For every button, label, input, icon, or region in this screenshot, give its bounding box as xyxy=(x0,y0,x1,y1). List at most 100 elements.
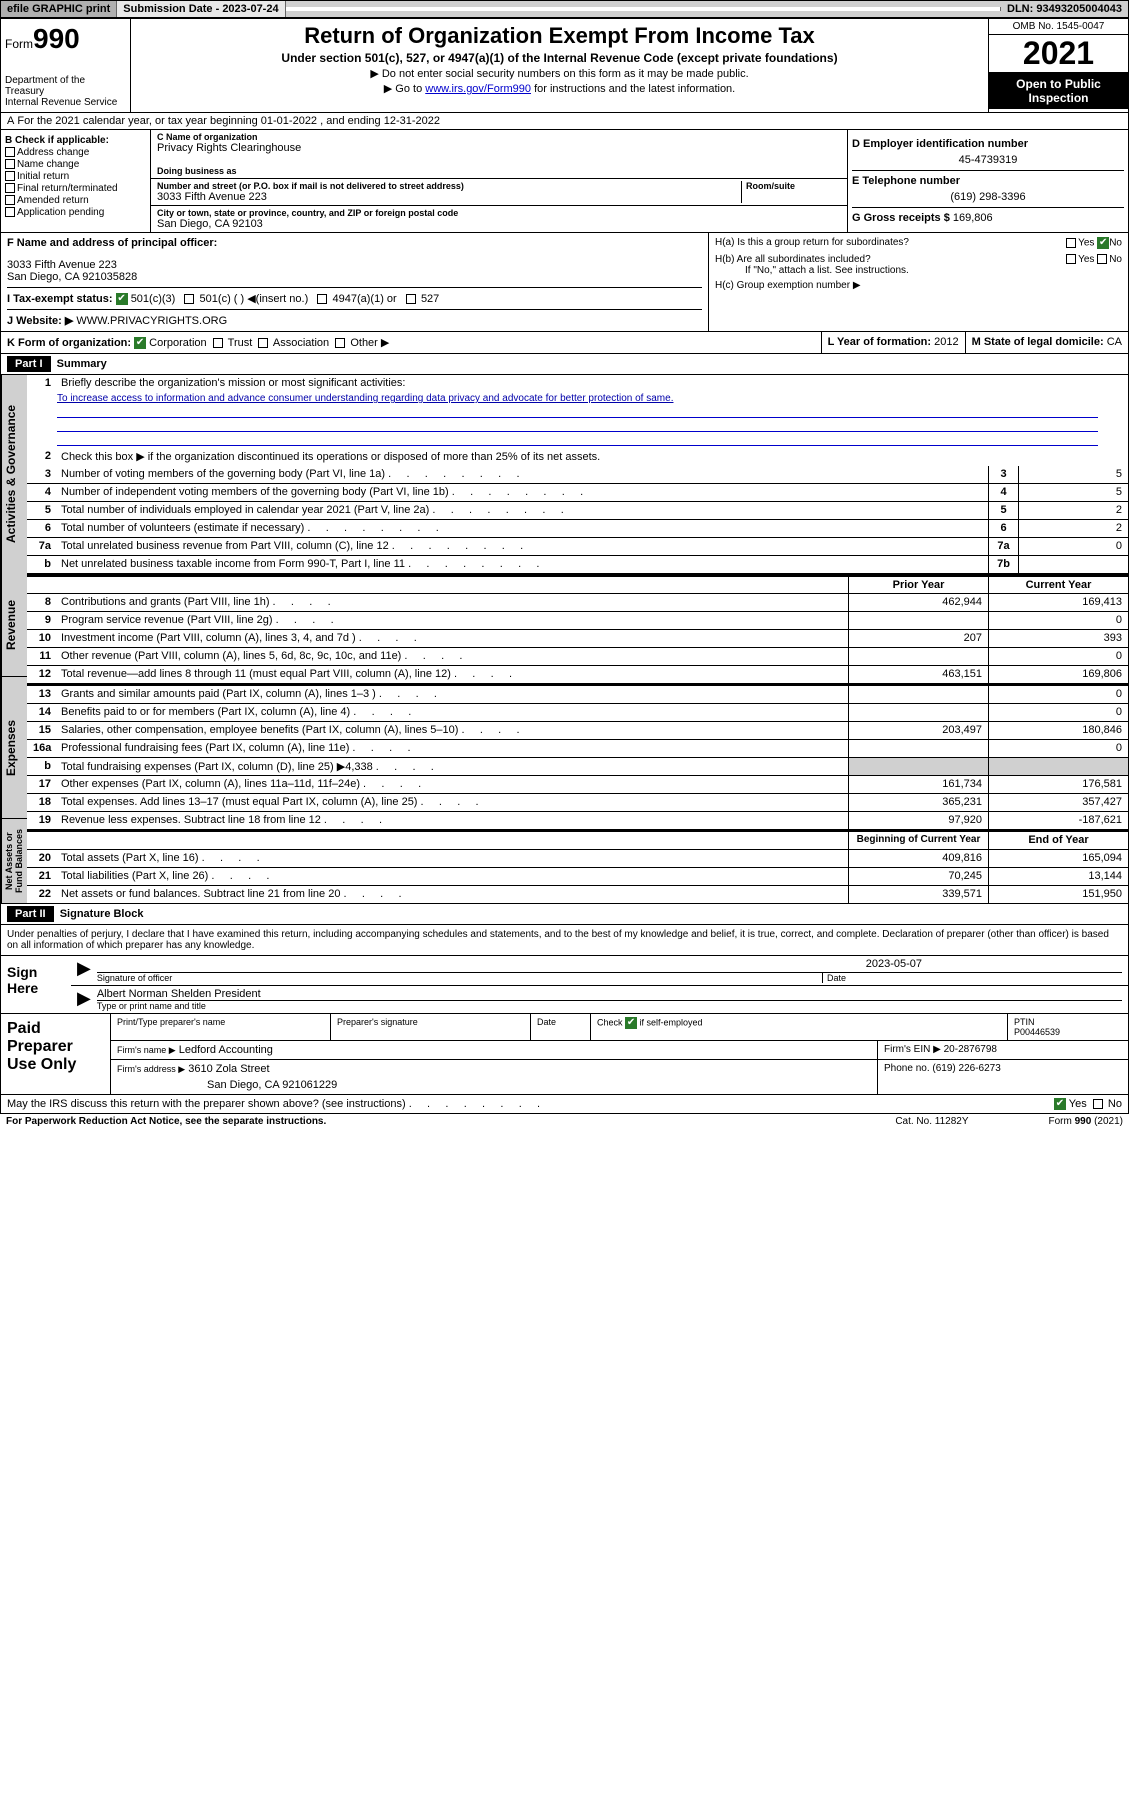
dba-label: Doing business as xyxy=(157,166,841,176)
col-beginning: Beginning of Current Year xyxy=(848,832,988,849)
gross-value: 169,806 xyxy=(953,212,993,224)
governance-section: 1 Briefly describe the organization's mi… xyxy=(27,375,1128,576)
q1-mission-label: Briefly describe the organization's miss… xyxy=(57,375,1128,393)
ein-value: 45-4739319 xyxy=(852,154,1124,166)
summary-row: 9 Program service revenue (Part VIII, li… xyxy=(27,612,1128,630)
address-label: Number and street (or P.O. box if mail i… xyxy=(157,181,741,191)
submission-date-spacer xyxy=(286,7,1001,11)
form-title: Return of Organization Exempt From Incom… xyxy=(135,23,984,49)
row-i-tax-exempt: I Tax-exempt status: ✔ 501(c)(3) 501(c) … xyxy=(7,287,702,305)
summary-row: 7a Total unrelated business revenue from… xyxy=(27,538,1128,556)
chk-corporation[interactable]: ✔ xyxy=(134,337,146,349)
row-m-state: M State of legal domicile: CA xyxy=(965,332,1128,353)
dln-label: DLN: 93493205004043 xyxy=(1001,1,1128,17)
sign-here-row: Sign Here ▶ 2023-05-07 Signature of offi… xyxy=(1,955,1128,1013)
vert-revenue: Revenue xyxy=(1,573,27,677)
summary-row: 8 Contributions and grants (Part VIII, l… xyxy=(27,594,1128,612)
officer-addr2: San Diego, CA 921035828 xyxy=(7,271,702,283)
summary-row: 5 Total number of individuals employed i… xyxy=(27,502,1128,520)
dept-label: Department of the Treasury Internal Reve… xyxy=(5,75,126,108)
summary-row: 11 Other revenue (Part VIII, column (A),… xyxy=(27,648,1128,666)
form-note-1: ▶ Do not enter social security numbers o… xyxy=(135,67,984,80)
row-k-form-org: K Form of organization: ✔ Corporation Tr… xyxy=(1,332,821,353)
omb-number: OMB No. 1545-0047 xyxy=(989,19,1128,35)
part-1-body: Activities & Governance Revenue Expenses… xyxy=(1,375,1128,904)
form-note-2: ▶ Go to www.irs.gov/Form990 for instruct… xyxy=(135,82,984,95)
chk-may-irs-yes[interactable]: ✔ xyxy=(1054,1098,1066,1110)
ptin-cell: PTINP00446539 xyxy=(1008,1014,1128,1040)
officer-name-value: Albert Norman Shelden President xyxy=(97,988,1122,1000)
efile-button[interactable]: efile GRAPHIC print xyxy=(1,1,117,17)
chk-501c3[interactable]: ✔ xyxy=(116,293,128,305)
officer-addr1: 3033 Fifth Avenue 223 xyxy=(7,259,702,271)
chk-address-change[interactable]: Address change xyxy=(5,147,146,158)
row-f-h: F Name and address of principal officer:… xyxy=(1,233,1128,332)
penalty-statement: Under penalties of perjury, I declare th… xyxy=(1,925,1128,955)
footer-row: For Paperwork Reduction Act Notice, see … xyxy=(0,1114,1129,1129)
city-value: San Diego, CA 92103 xyxy=(157,218,841,230)
chk-name-change[interactable]: Name change xyxy=(5,159,146,170)
chk-app-pending[interactable]: Application pending xyxy=(5,207,146,218)
sig-officer-label: Signature of officer xyxy=(97,973,822,983)
summary-row: 18 Total expenses. Add lines 13–17 (must… xyxy=(27,794,1128,812)
submission-date-label: Submission Date - 2023-07-24 xyxy=(117,1,285,17)
section-b-c-d: B Check if applicable: Address change Na… xyxy=(1,130,1128,233)
chk-initial-return[interactable]: Initial return xyxy=(5,171,146,182)
summary-row: 15 Salaries, other compensation, employe… xyxy=(27,722,1128,740)
column-b-checkboxes: B Check if applicable: Address change Na… xyxy=(1,130,151,232)
firm-ein-cell: Firm's EIN ▶ 20-2876798 xyxy=(878,1041,1128,1059)
summary-row: 4 Number of independent voting members o… xyxy=(27,484,1128,502)
top-bar: efile GRAPHIC print Submission Date - 20… xyxy=(0,0,1129,18)
part-2-header: Part II Signature Block xyxy=(1,904,1128,925)
summary-row: 17 Other expenses (Part IX, column (A), … xyxy=(27,776,1128,794)
col-prior-year: Prior Year xyxy=(848,577,988,593)
summary-row: 16a Professional fundraising fees (Part … xyxy=(27,740,1128,758)
column-c-org-info: C Name of organization Privacy Rights Cl… xyxy=(151,130,848,232)
vert-net-assets: Net Assets or Fund Balances xyxy=(1,819,27,904)
summary-row: 13 Grants and similar amounts paid (Part… xyxy=(27,686,1128,704)
vert-governance: Activities & Governance xyxy=(1,375,27,573)
form-subtitle: Under section 501(c), 527, or 4947(a)(1)… xyxy=(135,51,984,65)
sig-date-label: Date xyxy=(822,973,1122,983)
officer-type-label: Type or print name and title xyxy=(97,1000,1122,1011)
chk-amended-return[interactable]: Amended return xyxy=(5,195,146,206)
row-k-l-m: K Form of organization: ✔ Corporation Tr… xyxy=(1,332,1128,354)
hb-note: If "No," attach a list. See instructions… xyxy=(745,265,1122,276)
footer-form-ref: Form 990 (2021) xyxy=(1049,1116,1123,1127)
hc-group-exemption: H(c) Group exemption number ▶ xyxy=(715,280,1122,291)
irs-link[interactable]: www.irs.gov/Form990 xyxy=(425,83,531,95)
org-name-label: C Name of organization xyxy=(157,132,841,142)
expenses-section: 13 Grants and similar amounts paid (Part… xyxy=(27,686,1128,832)
sig-arrow-icon-2: ▶ xyxy=(77,988,91,1011)
summary-row: 21 Total liabilities (Part X, line 26) 7… xyxy=(27,868,1128,886)
q2-discontinued: Check this box ▶ if the organization dis… xyxy=(57,448,1128,466)
paid-preparer-row: Paid Preparer Use Only Print/Type prepar… xyxy=(1,1013,1128,1094)
firm-name-cell: Firm's name ▶ Ledford Accounting xyxy=(111,1041,878,1059)
chk-final-return[interactable]: Final return/terminated xyxy=(5,183,146,194)
paid-preparer-label: Paid Preparer Use Only xyxy=(1,1014,111,1094)
net-assets-section: Beginning of Current Year End of Year 20… xyxy=(27,832,1128,904)
footer-paperwork: For Paperwork Reduction Act Notice, see … xyxy=(6,1116,895,1127)
tax-year: 2021 xyxy=(989,35,1128,73)
ha-group-return: H(a) Is this a group return for subordin… xyxy=(715,237,1122,248)
form-number: Form990 xyxy=(5,23,126,55)
prep-check-self: Check ✔ if self-employed xyxy=(591,1014,1008,1040)
row-a-tax-year: A For the 2021 calendar year, or tax yea… xyxy=(1,113,1128,130)
sign-here-label: Sign Here xyxy=(1,956,71,1013)
prep-name-label: Print/Type preparer's name xyxy=(111,1014,331,1040)
room-label: Room/suite xyxy=(746,181,841,191)
address-value: 3033 Fifth Avenue 223 xyxy=(157,191,741,203)
col-end-year: End of Year xyxy=(988,832,1128,849)
ein-label: D Employer identification number xyxy=(852,138,1124,150)
summary-row: b Total fundraising expenses (Part IX, c… xyxy=(27,758,1128,776)
summary-row: 12 Total revenue—add lines 8 through 11 … xyxy=(27,666,1128,684)
sig-arrow-icon: ▶ xyxy=(77,958,91,983)
firm-addr-cell: Firm's address ▶ 3610 Zola Street San Di… xyxy=(111,1060,878,1094)
principal-officer-label: F Name and address of principal officer: xyxy=(7,237,702,249)
summary-row: 22 Net assets or fund balances. Subtract… xyxy=(27,886,1128,904)
tel-label: E Telephone number xyxy=(852,170,1124,187)
hb-subordinates: H(b) Are all subordinates included? Yes … xyxy=(715,254,1122,265)
city-label: City or town, state or province, country… xyxy=(157,208,841,218)
part-1-header: Part I Summary xyxy=(1,354,1128,375)
summary-row: 10 Investment income (Part VIII, column … xyxy=(27,630,1128,648)
